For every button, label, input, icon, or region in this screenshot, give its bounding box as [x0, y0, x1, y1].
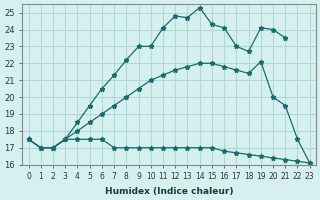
- X-axis label: Humidex (Indice chaleur): Humidex (Indice chaleur): [105, 187, 233, 196]
